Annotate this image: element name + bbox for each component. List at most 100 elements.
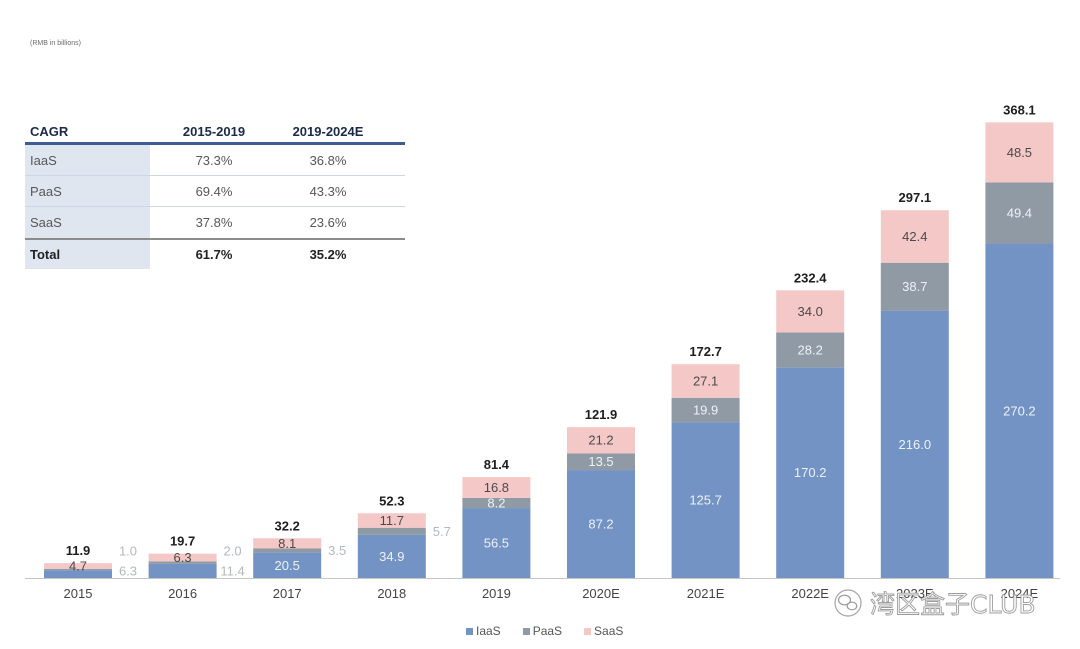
bar-paas-2018 bbox=[357, 527, 426, 535]
legend-item-paas: PaaS bbox=[522, 624, 563, 638]
bar-paas-2016 bbox=[148, 561, 217, 564]
cagr-row-paas: PaaS 69.4% 43.3% bbox=[25, 176, 405, 207]
cagr-value-2019-2024e: 35.2% bbox=[309, 247, 347, 262]
value-label-iaas-2018: 34.9 bbox=[379, 549, 404, 564]
x-tick-2017: 2017 bbox=[273, 586, 302, 601]
bar-paas-2022e bbox=[776, 332, 845, 368]
value-label-paas-2015: 1.0 bbox=[119, 544, 137, 559]
bar-paas-2020e bbox=[567, 453, 635, 471]
value-label-saas-2016: 6.3 bbox=[174, 550, 192, 565]
bar-iaas-2019 bbox=[462, 508, 531, 578]
bar-iaas-2017 bbox=[253, 552, 322, 578]
legend-swatch-saas bbox=[584, 627, 592, 635]
value-label-paas-2016: 2.0 bbox=[224, 543, 242, 558]
value-label-paas-2019: 8.2 bbox=[487, 495, 505, 510]
cagr-value-2015-2019: 61.7% bbox=[195, 247, 233, 262]
cagr-row-saas: SaaS 37.8% 23.6% bbox=[25, 207, 405, 238]
value-label-saas-2018: 11.7 bbox=[380, 513, 404, 528]
bar-iaas-2022e bbox=[776, 367, 845, 578]
cagr-value-2015-2019: 37.8% bbox=[195, 215, 233, 230]
bar-saas-2022e bbox=[776, 290, 845, 333]
bar-paas-2023e bbox=[880, 262, 949, 311]
x-tick-2020e: 2020E bbox=[582, 586, 620, 601]
x-tick-2016: 2016 bbox=[168, 586, 197, 601]
legend-swatch-paas bbox=[522, 627, 530, 635]
total-label-2019: 81.4 bbox=[484, 457, 510, 472]
bar-saas-2018 bbox=[357, 513, 426, 528]
bar-saas-2020e bbox=[567, 427, 635, 454]
legend-swatch-iaas bbox=[466, 627, 473, 635]
bar-saas-2024e bbox=[985, 122, 1054, 183]
bar-saas-2021e bbox=[671, 364, 740, 398]
total-label-2017: 32.2 bbox=[275, 518, 300, 533]
bar-paas-2019 bbox=[462, 497, 531, 509]
value-label-iaas-2022e: 170.2 bbox=[794, 465, 827, 480]
cagr-header-row: CAGR 2015-2019 2019-2024E bbox=[25, 120, 405, 145]
bar-iaas-2016 bbox=[148, 563, 217, 578]
value-label-saas-2024e: 48.5 bbox=[1007, 145, 1032, 160]
value-label-saas-2023e: 42.4 bbox=[902, 229, 927, 244]
x-tick-2021e: 2021E bbox=[687, 586, 725, 601]
value-label-iaas-2021e: 125.7 bbox=[689, 493, 722, 508]
bar-iaas-2020e bbox=[567, 470, 635, 578]
cagr-value-2019-2024e: 43.3% bbox=[309, 183, 347, 199]
bar-iaas-2015 bbox=[44, 570, 112, 578]
legend-label-paas: PaaS bbox=[532, 624, 563, 638]
legend-item-iaas: IaaS bbox=[466, 624, 501, 638]
bar-iaas-2023e bbox=[880, 310, 949, 578]
value-label-saas-2019: 16.8 bbox=[484, 480, 509, 495]
cagr-value-2019-2024e: 36.8% bbox=[309, 152, 347, 168]
value-label-saas-2015: 4.7 bbox=[69, 559, 87, 574]
value-label-iaas-2020e: 87.2 bbox=[588, 517, 613, 532]
total-label-2016: 19.7 bbox=[170, 534, 195, 549]
cagr-row-label: Total bbox=[25, 240, 150, 269]
bar-saas-2019 bbox=[462, 477, 531, 498]
bar-saas-2023e bbox=[880, 210, 949, 263]
value-label-paas-2017: 3.5 bbox=[328, 543, 346, 558]
cagr-row-label: IaaS bbox=[25, 145, 150, 175]
total-label-2018: 52.3 bbox=[379, 493, 404, 508]
bar-iaas-2021e bbox=[671, 422, 740, 578]
chart-legend: IaaS PaaS SaaS bbox=[466, 624, 645, 638]
cagr-header-period-2019-2024e: 2019-2024E bbox=[292, 123, 364, 139]
cagr-value-2015-2019: 69.4% bbox=[195, 183, 233, 199]
unit-note: (RMB in billions) bbox=[30, 40, 81, 47]
legend-label-iaas: IaaS bbox=[476, 624, 501, 638]
x-tick-2015: 2015 bbox=[64, 586, 93, 601]
value-label-saas-2022e: 34.0 bbox=[798, 304, 823, 319]
legend-label-saas: SaaS bbox=[594, 624, 624, 638]
value-label-iaas-2023e: 216.0 bbox=[899, 437, 932, 452]
bar-paas-2024e bbox=[985, 182, 1054, 244]
value-label-saas-2017: 8.1 bbox=[278, 536, 296, 551]
bar-saas-2017 bbox=[253, 538, 322, 549]
cagr-row-label: PaaS bbox=[25, 176, 150, 206]
cagr-value-2015-2019: 73.3% bbox=[195, 152, 233, 168]
value-label-paas-2024e: 49.4 bbox=[1007, 205, 1032, 220]
bar-saas-2016 bbox=[148, 553, 217, 562]
value-label-paas-2023e: 38.7 bbox=[902, 279, 927, 294]
value-label-paas-2021e: 19.9 bbox=[693, 403, 718, 418]
bar-paas-2015 bbox=[44, 568, 112, 571]
bar-paas-2021e bbox=[671, 397, 740, 423]
cagr-value-2019-2024e: 23.6% bbox=[309, 215, 347, 230]
x-tick-2018: 2018 bbox=[377, 586, 406, 601]
cagr-header-label: CAGR bbox=[30, 123, 69, 139]
bar-iaas-2024e bbox=[985, 243, 1054, 579]
value-label-iaas-2019: 56.5 bbox=[484, 536, 509, 551]
value-label-iaas-2015: 6.3 bbox=[119, 564, 137, 579]
cagr-header-period-2015-2019: 2015-2019 bbox=[182, 123, 246, 139]
x-tick-2019: 2019 bbox=[482, 586, 511, 601]
total-label-2015: 11.9 bbox=[66, 543, 91, 558]
total-label-2021e: 172.7 bbox=[689, 344, 722, 359]
x-tick-2023e: 2023E bbox=[896, 586, 934, 601]
total-label-2022e: 232.4 bbox=[794, 270, 827, 285]
value-label-paas-2020e: 13.5 bbox=[588, 454, 613, 469]
value-label-paas-2022e: 28.2 bbox=[798, 342, 823, 357]
bar-iaas-2018 bbox=[357, 534, 426, 578]
cagr-row-label: SaaS bbox=[25, 207, 150, 238]
value-label-iaas-2017: 20.5 bbox=[275, 558, 300, 573]
cagr-table: CAGR 2015-2019 2019-2024E IaaS 73.3% 36.… bbox=[25, 120, 405, 269]
cagr-row-iaas: IaaS 73.3% 36.8% bbox=[25, 145, 405, 176]
